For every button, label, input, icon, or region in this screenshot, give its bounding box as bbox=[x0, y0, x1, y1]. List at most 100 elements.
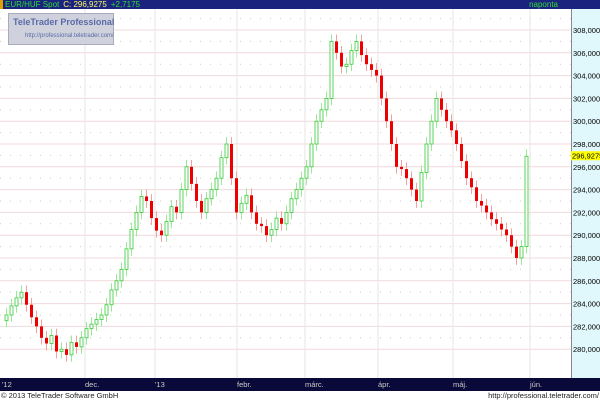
candle-body bbox=[109, 289, 114, 306]
candle-body bbox=[294, 189, 299, 200]
candle bbox=[500, 216, 503, 237]
candle bbox=[209, 182, 214, 206]
candle-body bbox=[145, 196, 148, 201]
period-label[interactable]: naponta bbox=[529, 0, 558, 9]
candle-body bbox=[460, 144, 463, 162]
candle bbox=[450, 114, 453, 138]
candle-body bbox=[150, 201, 153, 219]
candle-body bbox=[445, 109, 448, 122]
candle bbox=[55, 328, 58, 359]
candle bbox=[375, 63, 378, 83]
y-tick-label: 288,0000 bbox=[573, 254, 600, 263]
candle bbox=[204, 191, 209, 220]
candle-body bbox=[314, 120, 319, 145]
candle-body bbox=[94, 319, 99, 325]
last-quote: C: 296,9275 bbox=[63, 0, 107, 9]
candle bbox=[49, 328, 54, 351]
candlestick-chart[interactable]: 308,0000 306,0000 304,0000 302,0000 300,0000… bbox=[0, 0, 600, 391]
candle-body bbox=[455, 130, 458, 144]
candle-body bbox=[55, 335, 58, 352]
candle-body bbox=[89, 323, 94, 330]
candle bbox=[124, 242, 129, 277]
candle bbox=[309, 137, 314, 174]
candle-body bbox=[75, 342, 78, 347]
candle bbox=[175, 199, 178, 220]
candle bbox=[84, 321, 89, 345]
candle-body bbox=[4, 314, 9, 322]
candle-body bbox=[365, 55, 368, 65]
candle bbox=[40, 319, 43, 345]
candle bbox=[244, 188, 249, 211]
candle-body bbox=[434, 98, 439, 122]
candle bbox=[485, 198, 488, 220]
candle-body bbox=[124, 248, 129, 270]
candle bbox=[434, 91, 439, 129]
candle bbox=[45, 330, 48, 351]
candle-body bbox=[65, 349, 68, 355]
candle-body bbox=[104, 304, 109, 316]
candle bbox=[184, 159, 189, 197]
candle-body bbox=[329, 41, 334, 99]
candle bbox=[109, 283, 114, 312]
candle bbox=[299, 171, 304, 197]
candle-body bbox=[440, 98, 443, 110]
candle bbox=[214, 171, 219, 197]
candle bbox=[19, 285, 24, 305]
candle bbox=[314, 114, 319, 151]
candle-body bbox=[224, 143, 229, 159]
candle bbox=[160, 223, 163, 243]
candle bbox=[139, 189, 144, 220]
candle bbox=[9, 299, 14, 322]
x-tick-label: ápr. bbox=[378, 380, 391, 389]
candle bbox=[419, 165, 424, 208]
y-axis-panel bbox=[571, 9, 600, 378]
candle-body bbox=[370, 64, 373, 70]
candle-body bbox=[164, 221, 169, 236]
candle-body bbox=[250, 195, 253, 213]
candle bbox=[190, 159, 193, 191]
candle-body bbox=[380, 75, 383, 99]
y-tick-label: 280,0000 bbox=[573, 345, 600, 354]
x-tick-label: dec. bbox=[85, 380, 99, 389]
candle bbox=[195, 177, 198, 208]
candle bbox=[519, 239, 524, 265]
candle-body bbox=[40, 326, 43, 338]
candle-body bbox=[335, 41, 338, 53]
candle-body bbox=[59, 348, 64, 352]
y-tick-label: 296,0000 bbox=[573, 163, 600, 172]
candle-body bbox=[429, 120, 434, 145]
candle-body bbox=[470, 178, 473, 188]
candle-body bbox=[230, 144, 233, 179]
candle bbox=[274, 211, 279, 237]
y-tick-label: 300,0000 bbox=[573, 117, 600, 126]
candle bbox=[269, 222, 274, 243]
candle bbox=[4, 308, 9, 328]
candle bbox=[344, 57, 349, 74]
candle bbox=[145, 189, 148, 208]
candle-body bbox=[30, 304, 33, 318]
candle bbox=[219, 150, 224, 186]
candle-body bbox=[344, 63, 349, 67]
candle bbox=[440, 91, 443, 117]
candle-body bbox=[239, 202, 244, 213]
candle-body bbox=[289, 198, 294, 213]
candle bbox=[224, 137, 229, 165]
candle-body bbox=[505, 229, 508, 236]
candle bbox=[319, 102, 324, 129]
candle-body bbox=[114, 280, 119, 291]
candle-body bbox=[480, 201, 483, 206]
footer-url[interactable]: http://professional.teletrader.com/ bbox=[488, 391, 599, 400]
candle bbox=[385, 91, 388, 129]
candle-body bbox=[9, 305, 14, 316]
candle bbox=[515, 239, 518, 265]
symbol-label: EUR/HUF Spot bbox=[5, 0, 60, 9]
candle bbox=[35, 310, 38, 334]
candle-body bbox=[14, 297, 19, 307]
candle-body bbox=[204, 198, 209, 213]
candle bbox=[510, 228, 513, 254]
candle-body bbox=[319, 109, 324, 122]
y-tick-label: 294,0000 bbox=[573, 186, 600, 195]
candle bbox=[14, 291, 19, 313]
candle bbox=[129, 222, 134, 256]
candle bbox=[429, 114, 434, 151]
